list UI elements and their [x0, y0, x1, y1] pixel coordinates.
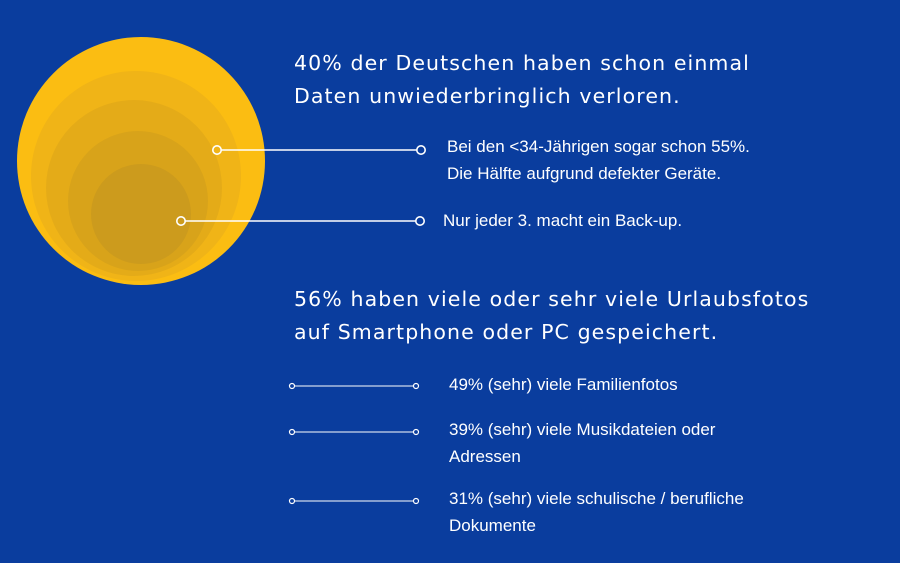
- circle-inner: [91, 164, 191, 264]
- headline-line-1: 40% der Deutschen haben schon einmal: [294, 51, 750, 75]
- connector-end-dot: [412, 497, 420, 505]
- stat-documents: 31% (sehr) viele schulische / berufliche…: [449, 486, 869, 539]
- connector-end-dot: [412, 428, 420, 436]
- stat-line-1: 49% (sehr) viele Familienfotos: [449, 375, 678, 394]
- stat-connector-2: [288, 428, 420, 436]
- stat-music-files: 39% (sehr) viele Musikdateien oder Adres…: [449, 417, 849, 470]
- stat-family-photos: 49% (sehr) viele Familienfotos: [449, 372, 869, 399]
- stat-line-2: Adressen: [449, 446, 521, 466]
- stat-line-1: 39% (sehr) viele Musikdateien oder: [449, 420, 716, 439]
- connector-start-dot: [288, 428, 296, 436]
- headline-data-loss: 40% der Deutschen haben schon einmal Dat…: [294, 47, 854, 113]
- connector-start-dot: [288, 497, 296, 505]
- callout-line-1: Bei den <34-Jährigen sogar schon 55%.: [447, 137, 750, 156]
- callout-young-people: Bei den <34-Jährigen sogar schon 55%. Di…: [447, 134, 887, 187]
- callout-backup: Nur jeder 3. macht ein Back-up.: [443, 208, 883, 235]
- connector-start-dot: [288, 382, 296, 390]
- stat-connector-1: [288, 382, 420, 390]
- stat-line-2: Dokumente: [449, 515, 536, 535]
- connector-end-dot: [415, 145, 426, 156]
- connector-end-dot: [412, 382, 420, 390]
- callout-line-2: Die Hälfte aufgrund defekter Geräte.: [447, 163, 722, 183]
- connector-start-dot: [176, 216, 187, 227]
- nested-circles: [17, 37, 265, 285]
- headline-vacation-photos: 56% haben viele oder sehr viele Urlaubsf…: [294, 283, 874, 349]
- stat-connector-3: [288, 497, 420, 505]
- callout-connector-2: [176, 216, 425, 227]
- headline-line-2: auf Smartphone oder PC gespeichert.: [294, 320, 719, 344]
- callout-line-1: Nur jeder 3. macht ein Back-up.: [443, 211, 683, 230]
- connector-end-dot: [414, 216, 425, 227]
- connector-start-dot: [212, 145, 223, 156]
- headline-line-1: 56% haben viele oder sehr viele Urlaubsf…: [294, 287, 810, 311]
- callout-connector-1: [212, 145, 426, 156]
- stat-line-1: 31% (sehr) viele schulische / berufliche: [449, 489, 744, 508]
- headline-line-2: Daten unwiederbringlich verloren.: [294, 84, 681, 108]
